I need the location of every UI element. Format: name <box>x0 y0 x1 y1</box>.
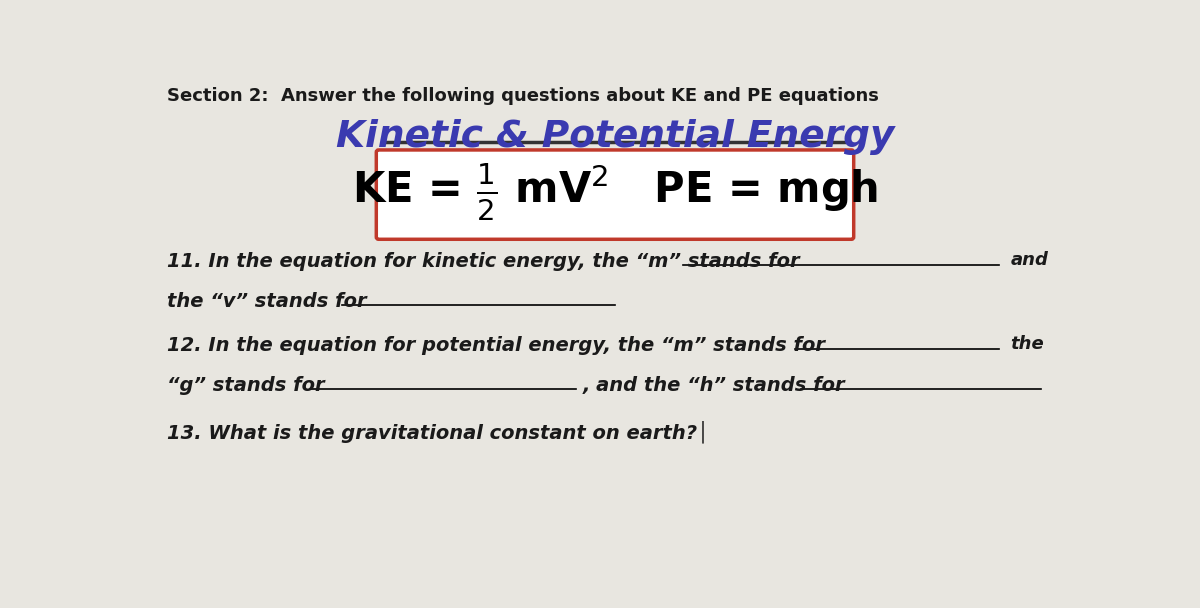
Text: the “v” stands for: the “v” stands for <box>167 292 373 311</box>
Text: 11. In the equation for kinetic energy, the “m” stands for: 11. In the equation for kinetic energy, … <box>167 252 806 271</box>
Text: Section 2:  Answer the following questions about KE and PE equations: Section 2: Answer the following question… <box>167 87 878 105</box>
Text: Kinetic & Potential Energy: Kinetic & Potential Energy <box>336 119 894 155</box>
Text: the: the <box>1010 335 1044 353</box>
Text: , and the “h” stands for: , and the “h” stands for <box>582 376 852 395</box>
Text: 13. What is the gravitational constant on earth?│: 13. What is the gravitational constant o… <box>167 420 709 443</box>
Text: 12. In the equation for potential energy, the “m” stands for: 12. In the equation for potential energy… <box>167 336 832 355</box>
Text: “g” stands for: “g” stands for <box>167 376 331 395</box>
FancyBboxPatch shape <box>377 150 853 240</box>
Text: and: and <box>1010 251 1048 269</box>
Text: KE = $\frac{1}{2}$ mV$^{2}$   PE = mgh: KE = $\frac{1}{2}$ mV$^{2}$ PE = mgh <box>352 162 878 223</box>
